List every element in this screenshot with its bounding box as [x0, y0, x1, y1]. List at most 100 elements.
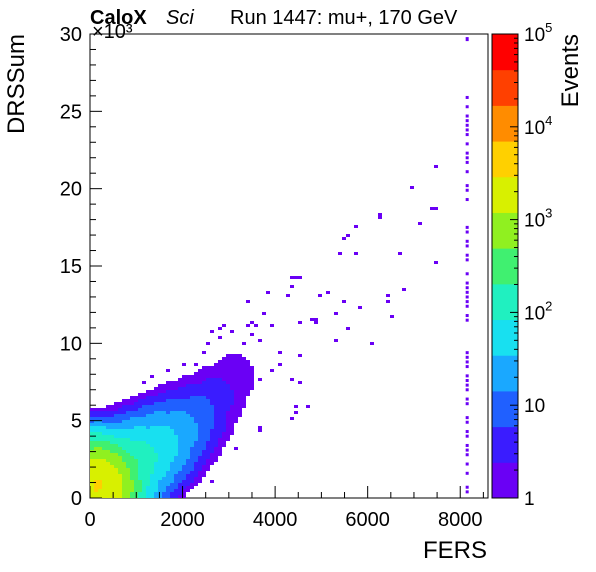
- heatmap-cell: [238, 396, 242, 399]
- heatmap-cell: [182, 489, 186, 492]
- heatmap-cell: [182, 486, 186, 489]
- heatmap-cell: [258, 426, 262, 429]
- heatmap-cell: [230, 402, 234, 405]
- heatmap-cell: [194, 453, 198, 456]
- heatmap-cell: [158, 462, 162, 465]
- heatmap-cell: [102, 468, 106, 471]
- colorbar-tick-label: 10: [524, 396, 545, 417]
- heatmap-cell: [98, 486, 102, 489]
- heatmap-cell: [118, 471, 122, 474]
- heatmap-cell: [202, 402, 206, 405]
- heatmap-cell: [230, 408, 234, 411]
- heatmap-cell: [162, 486, 166, 489]
- heatmap-cell: [210, 396, 214, 399]
- heatmap-cell: [150, 447, 154, 450]
- heatmap-cell: [290, 285, 294, 288]
- heatmap-cell: [142, 453, 146, 456]
- heatmap-cell: [150, 408, 154, 411]
- heatmap-cell: [158, 387, 162, 390]
- heatmap-cell: [98, 441, 102, 444]
- heatmap-cell: [198, 420, 202, 423]
- heatmap-cell: [198, 411, 202, 414]
- heatmap-cell: [186, 420, 190, 423]
- heatmap-cell: [146, 474, 150, 477]
- heatmap-cell: [250, 372, 254, 375]
- heatmap-cell: [226, 366, 230, 369]
- heatmap-cell: [174, 471, 178, 474]
- heatmap-cell: [230, 390, 234, 393]
- heatmap-cell: [154, 489, 158, 492]
- heatmap-cell: [106, 423, 110, 426]
- heatmap-cell: [226, 384, 230, 387]
- heatmap-cell: [166, 486, 170, 489]
- heatmap-cell: [186, 426, 190, 429]
- heatmap-cell: [190, 462, 194, 465]
- heatmap-cell: [298, 354, 302, 357]
- heatmap-cell: [190, 471, 194, 474]
- heatmap-cell: [162, 495, 166, 498]
- heatmap-cell: [214, 390, 218, 393]
- heatmap-cell: [238, 414, 242, 417]
- heatmap-cell: [94, 441, 98, 444]
- heatmap-cell: [114, 492, 118, 495]
- heatmap-cell: [170, 381, 174, 384]
- heatmap-cell: [218, 444, 222, 447]
- heatmap-cell: [126, 483, 130, 486]
- overflow-cell: [465, 151, 469, 155]
- heatmap-cell: [198, 375, 202, 378]
- heatmap-cell: [218, 372, 222, 375]
- heatmap-cell: [226, 435, 230, 438]
- heatmap-cell: [226, 438, 230, 441]
- x-tick-label: 6000: [345, 509, 390, 531]
- heatmap-cell: [230, 381, 234, 384]
- heatmap-cell: [118, 435, 122, 438]
- heatmap-cell: [214, 423, 218, 426]
- heatmap-cell: [146, 441, 150, 444]
- heatmap-cell: [154, 441, 158, 444]
- heatmap-cell: [174, 468, 178, 471]
- heatmap-cell: [154, 444, 158, 447]
- heatmap-cell: [138, 486, 142, 489]
- heatmap-cell: [158, 474, 162, 477]
- heatmap-cell: [242, 360, 246, 363]
- heatmap-cell: [174, 387, 178, 390]
- heatmap-cell: [118, 453, 122, 456]
- overflow-cell: [465, 443, 469, 447]
- heatmap-cell: [202, 390, 206, 393]
- heatmap-cell: [170, 471, 174, 474]
- heatmap-cell: [222, 393, 226, 396]
- heatmap-cell: [94, 456, 98, 459]
- heatmap-cell: [226, 369, 230, 372]
- heatmap-cell: [150, 423, 154, 426]
- heatmap-cell: [246, 393, 250, 396]
- heatmap-cell: [102, 438, 106, 441]
- heatmap-cell: [166, 477, 170, 480]
- heatmap-cell: [126, 399, 130, 402]
- heatmap-cell: [238, 402, 242, 405]
- heatmap-cell: [174, 435, 178, 438]
- heatmap-cell: [150, 492, 154, 495]
- heatmap-cell: [94, 489, 98, 492]
- heatmap-cell: [146, 453, 150, 456]
- heatmap-cell: [238, 411, 242, 414]
- heatmap-cell: [162, 405, 166, 408]
- overflow-cell: [465, 105, 469, 109]
- heatmap-cell: [134, 480, 138, 483]
- heatmap-cell: [98, 426, 102, 429]
- heatmap-cell: [150, 471, 154, 474]
- heatmap-cell: [106, 486, 110, 489]
- heatmap-cell: [202, 423, 206, 426]
- heatmap-cell: [190, 429, 194, 432]
- heatmap-cell: [214, 399, 218, 402]
- heatmap-cell: [118, 450, 122, 453]
- heatmap-cell: [234, 390, 238, 393]
- heatmap-cell: [166, 411, 170, 414]
- heatmap-cell: [182, 447, 186, 450]
- heatmap-cell: [122, 423, 126, 426]
- heatmap-cell: [158, 408, 162, 411]
- heatmap-cell: [222, 357, 226, 360]
- heatmap-cell: [150, 462, 154, 465]
- heatmap-cell: [142, 405, 146, 408]
- heatmap-cell: [102, 429, 106, 432]
- heatmap-cell: [222, 384, 226, 387]
